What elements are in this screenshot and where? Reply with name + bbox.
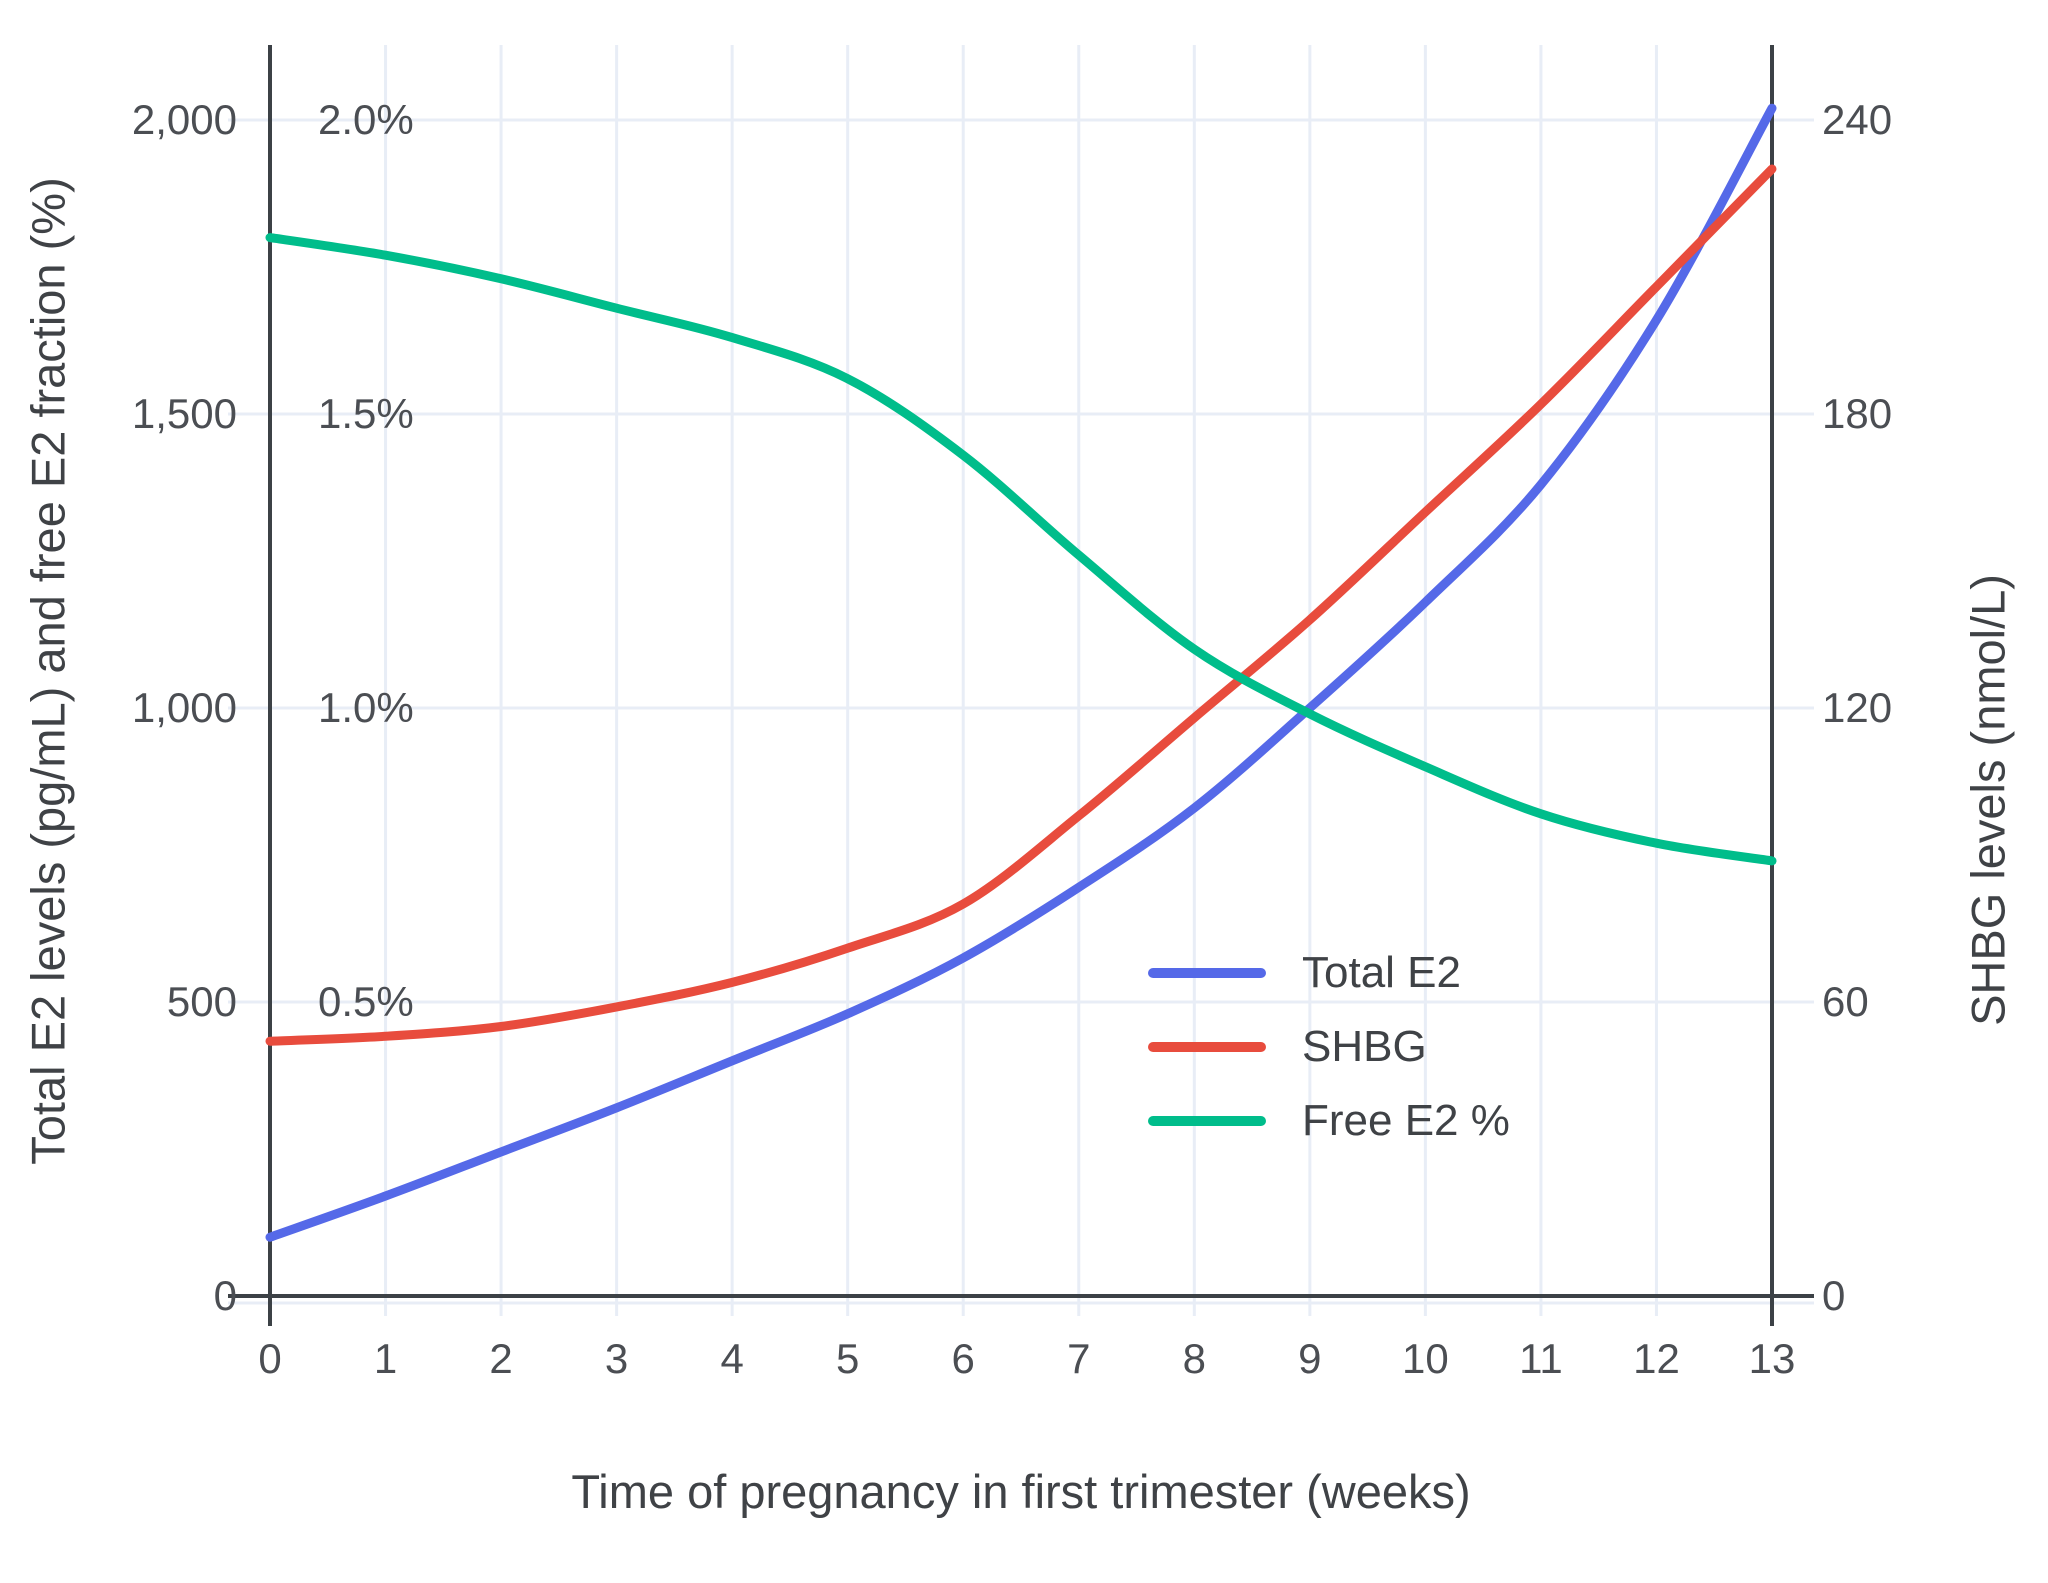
- legend: Total E2 SHBG Free E2 %: [1148, 936, 1510, 1158]
- legend-item-free-e2: Free E2 %: [1148, 1084, 1510, 1158]
- legend-label-shbg: SHBG: [1302, 1022, 1427, 1071]
- x-axis-tick-label: 12: [1633, 1335, 1680, 1382]
- x-axis-tick-label: 7: [1067, 1335, 1091, 1382]
- x-axis-tick-label: 4: [720, 1335, 744, 1382]
- percent-tick-label: 2.0%: [318, 96, 414, 143]
- percent-tick-label: 1.5%: [318, 390, 414, 437]
- right-axis-tick-label: 120: [1822, 684, 1893, 731]
- total-e2-line-swatch: [1148, 968, 1266, 978]
- free-e2-line-swatch: [1148, 1116, 1266, 1126]
- x-axis-tick-label: 13: [1748, 1335, 1796, 1382]
- total-e2-line: [265, 103, 1777, 1242]
- x-axis-tick-label: 6: [951, 1335, 975, 1382]
- right-axis-tick-label: 240: [1822, 96, 1893, 143]
- x-axis-tick-label: 10: [1402, 1335, 1449, 1382]
- x-axis-tick-label: 0: [258, 1335, 282, 1382]
- x-axis-tick-label: 1: [373, 1335, 398, 1382]
- right-axis-tick-label: 0: [1822, 1272, 1846, 1319]
- left-axis-tick-label: 1,500: [131, 390, 237, 437]
- shbg-line: [265, 164, 1777, 1046]
- shbg-line-swatch: [1148, 1042, 1266, 1052]
- x-axis-tick-label: 11: [1519, 1335, 1563, 1382]
- left-axis-tick-label: 500: [166, 978, 237, 1025]
- x-axis-tick-label: 3: [604, 1335, 629, 1382]
- percent-tick-label: 0.5%: [318, 978, 414, 1025]
- right-axis-tick-label: 60: [1822, 978, 1869, 1025]
- left-axis-title: Total E2 levels (pg/mL) and free E2 frac…: [21, 177, 75, 1165]
- x-axis-title: Time of pregnancy in first trimester (we…: [571, 1465, 1471, 1518]
- legend-label-free-e2: Free E2 %: [1302, 1096, 1510, 1145]
- left-axis-tick-label: 1,000: [131, 684, 237, 731]
- left-axis-tick-label: 2,000: [131, 96, 237, 143]
- left-axis-tick-label: 0: [213, 1272, 237, 1319]
- free-e2-line: [265, 233, 1777, 866]
- legend-item-total-e2: Total E2: [1148, 936, 1510, 1010]
- right-axis-tick-label: 180: [1822, 390, 1893, 437]
- percent-tick-label: 1.0%: [318, 684, 414, 731]
- x-axis-tick-label: 2: [489, 1335, 513, 1382]
- x-axis-tick-label: 8: [1182, 1335, 1206, 1382]
- x-axis-tick-label: 5: [836, 1335, 860, 1382]
- legend-label-total-e2: Total E2: [1302, 948, 1461, 997]
- right-axis-title: SHBG levels (nmol/L): [1961, 574, 2015, 1026]
- x-axis-tick-label: 9: [1298, 1335, 1322, 1382]
- legend-item-shbg: SHBG: [1148, 1010, 1510, 1084]
